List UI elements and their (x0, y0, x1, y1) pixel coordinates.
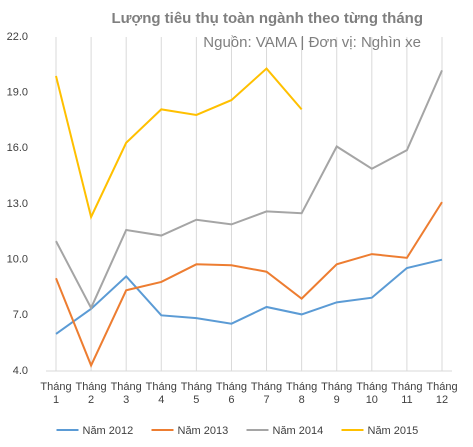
line-series (55, 258, 443, 335)
y-tick-label: 16.0 (7, 142, 28, 154)
y-tick-label: 13.0 (7, 198, 28, 210)
x-tick-label: Tháng 10 (356, 381, 388, 406)
legend-label: Năm 2013 (178, 425, 229, 437)
legend-label: Năm 2015 (368, 425, 419, 437)
line-series (55, 67, 303, 220)
y-tick-label: 19.0 (7, 87, 28, 99)
legend-label: Năm 2014 (273, 425, 324, 437)
x-tick-label: Tháng 12 (426, 381, 458, 406)
line-series (55, 201, 443, 368)
x-tick-label: Tháng 4 (145, 381, 177, 406)
x-tick-label: Tháng 8 (286, 381, 318, 406)
chart-subtitle: Nguồn: VAMA | Đơn vị: Nghìn xe (203, 34, 421, 51)
y-tick-label: 10.0 (7, 254, 28, 266)
x-tick-label: Tháng 11 (391, 381, 423, 406)
x-tick-label: Tháng 5 (180, 381, 212, 406)
y-tick-label: 22.0 (7, 31, 28, 43)
x-tick-label: Tháng 3 (110, 381, 142, 406)
chart-title: Lượng tiêu thụ toàn ngành theo từng thán… (111, 10, 424, 27)
x-tick-label: Tháng 6 (215, 381, 248, 406)
x-tick-label: Tháng 7 (250, 381, 283, 406)
line-series (55, 69, 443, 311)
y-tick-label: 4.0 (13, 365, 28, 377)
legend-label: Năm 2012 (83, 425, 134, 437)
x-tick-label: Tháng 1 (40, 381, 72, 406)
x-tick-label: Tháng 9 (321, 381, 353, 406)
y-tick-label: 7.0 (13, 309, 28, 321)
x-tick-label: Tháng 2 (75, 381, 107, 406)
